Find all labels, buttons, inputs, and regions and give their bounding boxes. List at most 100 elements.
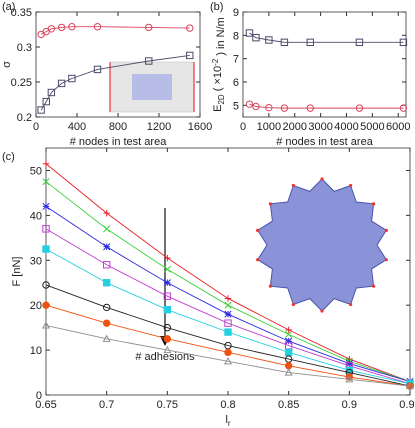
marker bbox=[285, 337, 293, 345]
plot-frame bbox=[242, 11, 407, 118]
marker bbox=[102, 334, 111, 342]
marker bbox=[405, 381, 415, 390]
y-axis-label-part: ( ×10 bbox=[212, 66, 224, 94]
marker bbox=[42, 160, 50, 167]
adhesion-point bbox=[372, 202, 376, 206]
y-tick-label: 40 bbox=[30, 210, 42, 222]
y-axis-label: F [nN] bbox=[11, 257, 23, 287]
marker bbox=[42, 281, 50, 289]
marker bbox=[355, 38, 364, 47]
panel-label: (b) bbox=[210, 1, 223, 13]
marker bbox=[245, 29, 254, 37]
y-tick-label: 0.2 bbox=[17, 112, 32, 124]
adhesion-point bbox=[268, 202, 272, 206]
x-axis-label-part: r bbox=[228, 419, 231, 428]
adhesion-point bbox=[291, 302, 295, 307]
series-line bbox=[45, 284, 411, 387]
x-axis-label-part: l bbox=[225, 414, 227, 426]
adhesion-point bbox=[320, 309, 324, 313]
marker bbox=[224, 328, 232, 336]
marker bbox=[163, 335, 172, 343]
marker bbox=[284, 362, 293, 370]
marker bbox=[355, 104, 364, 112]
x-tick-label: 4000 bbox=[334, 121, 358, 133]
marker bbox=[285, 326, 292, 334]
x-tick-label: 0.75 bbox=[157, 399, 178, 411]
marker bbox=[252, 102, 260, 111]
y-axis-label-part: -2 bbox=[211, 58, 220, 66]
x-axis-label: # nodes in test area bbox=[276, 136, 374, 148]
marker bbox=[42, 178, 50, 186]
marker bbox=[145, 57, 153, 65]
marker bbox=[284, 368, 293, 376]
marker bbox=[68, 74, 76, 83]
marker bbox=[224, 295, 232, 302]
y-tick-label: 5 bbox=[233, 100, 239, 112]
x-tick-label: 0.85 bbox=[278, 399, 299, 411]
y-tick-label: 50 bbox=[30, 165, 42, 177]
x-tick-label: 0.65 bbox=[35, 399, 56, 411]
marker bbox=[306, 104, 314, 112]
series-line bbox=[249, 103, 404, 109]
marker bbox=[224, 301, 232, 309]
y-tick-label: 9 bbox=[233, 7, 239, 19]
marker bbox=[280, 104, 289, 112]
marker bbox=[47, 88, 56, 97]
marker bbox=[163, 305, 172, 314]
adhesion-point bbox=[384, 228, 388, 232]
marker bbox=[42, 245, 50, 253]
marker bbox=[306, 38, 314, 47]
x-axis-label: lr bbox=[225, 414, 230, 428]
x-tick-label: 0.9 bbox=[342, 399, 357, 411]
y-tick-label: 0 bbox=[36, 390, 42, 402]
y-tick-label: 10 bbox=[30, 345, 42, 357]
marker bbox=[93, 23, 102, 31]
marker bbox=[103, 243, 111, 251]
marker bbox=[37, 106, 45, 114]
x-axis-label: # nodes in test area bbox=[70, 136, 168, 148]
marker bbox=[41, 321, 51, 329]
x-tick-label: 1200 bbox=[147, 121, 171, 133]
y-tick-label: 0.3 bbox=[17, 42, 32, 54]
series-line bbox=[45, 228, 411, 385]
panel-label: (a) bbox=[2, 1, 15, 13]
y-axis-label: E2D ( ×10-2 ) in N/m bbox=[211, 17, 227, 112]
y-tick-label: 20 bbox=[30, 300, 42, 312]
x-tick-label: 400 bbox=[68, 121, 86, 133]
marker bbox=[224, 310, 232, 318]
x-tick-label: 0.95 bbox=[399, 399, 415, 411]
x-tick-label: 6000 bbox=[386, 121, 410, 133]
y-axis-label: σ bbox=[1, 61, 13, 68]
y-tick-label: 6 bbox=[233, 77, 239, 89]
marker bbox=[223, 357, 233, 365]
marker bbox=[163, 265, 171, 273]
x-tick-label: 1000 bbox=[257, 121, 281, 133]
marker bbox=[42, 225, 50, 233]
adhesion-point bbox=[291, 183, 295, 188]
inset-cell bbox=[256, 177, 388, 313]
x-tick-label: 0.8 bbox=[220, 399, 235, 411]
marker bbox=[57, 79, 66, 88]
x-tick-label: 0 bbox=[33, 121, 39, 133]
y-tick-label: 0.35 bbox=[11, 7, 32, 19]
marker bbox=[265, 36, 273, 44]
cell-shape bbox=[257, 178, 387, 312]
x-tick-label: 1600 bbox=[188, 121, 212, 133]
marker bbox=[57, 23, 66, 32]
marker bbox=[145, 23, 153, 32]
marker bbox=[103, 209, 110, 217]
y-tick-label: 7 bbox=[233, 54, 239, 66]
y-tick-label: 30 bbox=[30, 255, 42, 267]
marker bbox=[68, 23, 76, 31]
adhesion-point bbox=[268, 284, 272, 288]
marker bbox=[102, 261, 111, 269]
marker bbox=[345, 360, 353, 368]
marker bbox=[42, 97, 50, 106]
marker bbox=[399, 38, 408, 47]
marker bbox=[164, 254, 171, 262]
y-axis-label-part: ) in N/m bbox=[215, 17, 227, 59]
marker bbox=[163, 323, 172, 332]
marker bbox=[284, 348, 293, 357]
x-tick-label: 2000 bbox=[283, 121, 307, 133]
